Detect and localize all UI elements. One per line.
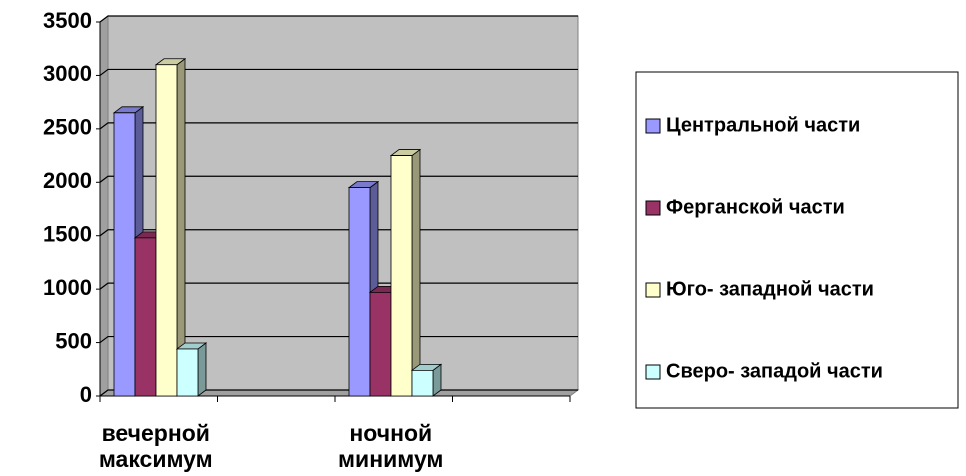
grid-line (99, 15, 578, 23)
bar-face (369, 291, 392, 397)
grid-line (99, 282, 578, 290)
bar-face (113, 112, 136, 397)
legend-swatch (645, 118, 661, 134)
grid-line (99, 229, 578, 237)
grid-line (99, 335, 578, 344)
bar-face (348, 187, 371, 397)
y-tick-label: 0 (80, 382, 92, 407)
bar (175, 342, 208, 397)
bar-face (176, 348, 199, 397)
x-tick-label: ночной минимум (338, 420, 444, 472)
bar-face (390, 155, 413, 397)
grid-line (99, 122, 578, 130)
x-tick-label: вечерной максимум (98, 420, 213, 472)
bar (410, 363, 443, 397)
bar-face (155, 64, 178, 397)
y-tick-label: 2000 (43, 168, 92, 193)
legend-swatch (645, 364, 661, 380)
bar-face (197, 342, 207, 397)
legend-label: Центральной части (666, 114, 860, 136)
y-tick-label: 1500 (43, 222, 92, 247)
grid-line (99, 68, 578, 76)
bar-face (411, 148, 421, 397)
y-tick-label: 2500 (43, 115, 92, 140)
y-tick-label: 3000 (43, 61, 92, 86)
bar (389, 148, 422, 397)
legend-box (635, 71, 959, 409)
bar-face (134, 237, 157, 397)
legend-label: Юго- западной части (666, 278, 874, 300)
bar-face (411, 369, 434, 397)
bar (154, 57, 187, 397)
y-tick-label: 3500 (43, 8, 92, 33)
legend-label: Сверо- западой части (666, 360, 883, 382)
y-tick-label: 1000 (43, 275, 92, 300)
y-tick-label: 500 (55, 328, 92, 353)
legend-label: Ферганской части (666, 196, 845, 218)
legend-swatch (645, 200, 661, 216)
grid-line (99, 175, 578, 183)
legend-swatch (645, 282, 661, 298)
